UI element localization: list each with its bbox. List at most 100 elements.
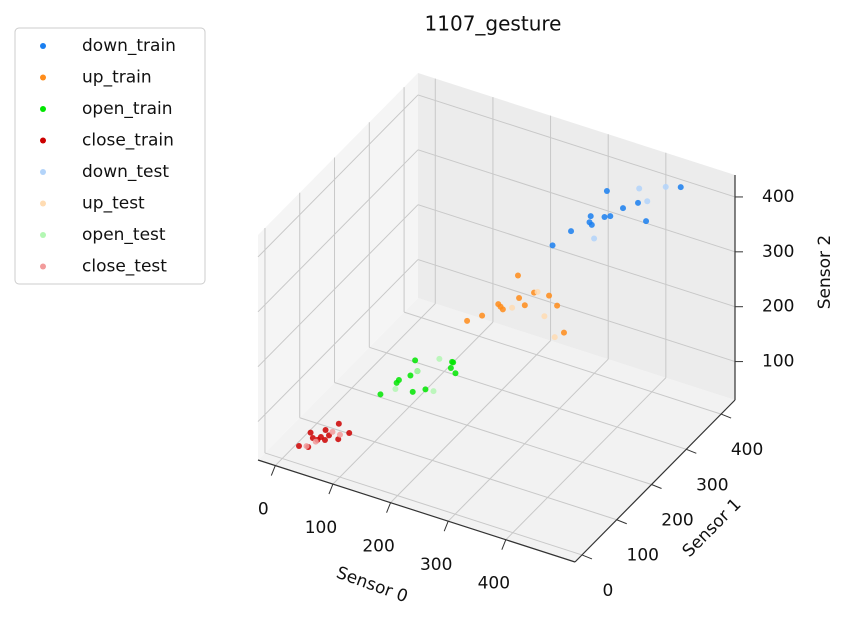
y-axis-line [574,399,736,563]
point [521,302,528,309]
legend-label: up_test [82,194,145,214]
grid-line [417,94,736,198]
point [516,294,523,301]
point [336,431,343,438]
legend-marker [40,169,46,175]
grid-line [390,340,551,504]
point [464,317,471,324]
grid-line [369,346,687,450]
grid-line [264,452,583,556]
pane-floor [258,298,735,562]
point [601,213,608,220]
grid-line [505,377,667,541]
point [560,329,567,336]
point [549,242,556,249]
z-tick-label: 400 [762,187,794,207]
y-tick-label: 100 [627,546,659,566]
point [603,187,610,194]
point [591,235,598,242]
grid-line [274,303,436,466]
grid-line [447,358,609,522]
tick-mark [443,521,449,532]
point [643,218,650,225]
point [509,304,516,311]
tick-mark [720,413,732,419]
x-tick-label: 0 [258,500,269,520]
grid-line [257,149,419,313]
y-tick-label: 200 [661,511,693,531]
point [307,429,314,436]
point [514,272,521,279]
x-axis-line [257,459,576,563]
point [346,430,353,437]
point [635,199,642,206]
legend-label: up_train [82,68,152,88]
point [335,436,342,443]
point [452,370,459,377]
tick-mark [270,465,276,476]
grid-line [257,94,419,258]
point [554,302,561,309]
legend-label: open_train [82,99,173,119]
z-tick-label: 300 [762,242,794,262]
y-tick-label: 400 [731,440,763,460]
point [335,420,342,427]
legend-label: down_train [82,36,176,56]
point [430,388,437,395]
tick-mark [328,483,334,495]
point [499,306,506,313]
grid-line [403,311,722,415]
point [409,388,416,395]
pane-back [418,73,735,400]
x-tick-label: 200 [362,537,394,557]
legend-marker [40,263,46,270]
grid-line [417,149,736,253]
point [436,355,443,362]
point [588,221,595,228]
y-tick-label: 300 [696,475,728,495]
grid-line [332,321,494,485]
grid-line [299,417,617,521]
tick-mark [386,502,392,513]
grid-line [257,204,419,368]
point [534,288,541,295]
legend-label: close_train [82,131,174,151]
z-axis-label: Sensor 2 [815,235,835,310]
point [322,427,329,434]
pane-left [258,73,418,460]
point [644,198,651,205]
legend-marker [40,200,46,207]
legend-marker [40,106,46,112]
tick-mark [501,539,507,550]
tick-mark [616,519,627,525]
point [329,428,336,435]
point [303,443,310,450]
point [295,442,302,449]
grid-line [257,259,419,422]
grid-line [417,259,736,363]
legend-marker [40,43,46,49]
point [479,312,486,319]
point [392,386,399,393]
point [587,213,594,220]
point [412,357,419,364]
x-tick-label: 100 [305,518,337,538]
point [414,368,421,375]
legend-label: close_test [82,257,167,277]
point [677,184,684,191]
point [568,228,575,235]
point [422,386,429,393]
x-axis-label: Sensor 0 [334,563,411,607]
legend-label: open_test [82,225,166,245]
tick-mark [651,484,662,489]
point [551,334,558,341]
chart-title: 1107_gesture [425,12,562,36]
legend-box [14,27,206,285]
grid-line [417,204,736,308]
legend-label: down_test [82,162,169,182]
point [377,391,384,398]
x-tick-label: 400 [478,574,510,594]
point [393,379,400,386]
legend-marker [40,74,46,81]
